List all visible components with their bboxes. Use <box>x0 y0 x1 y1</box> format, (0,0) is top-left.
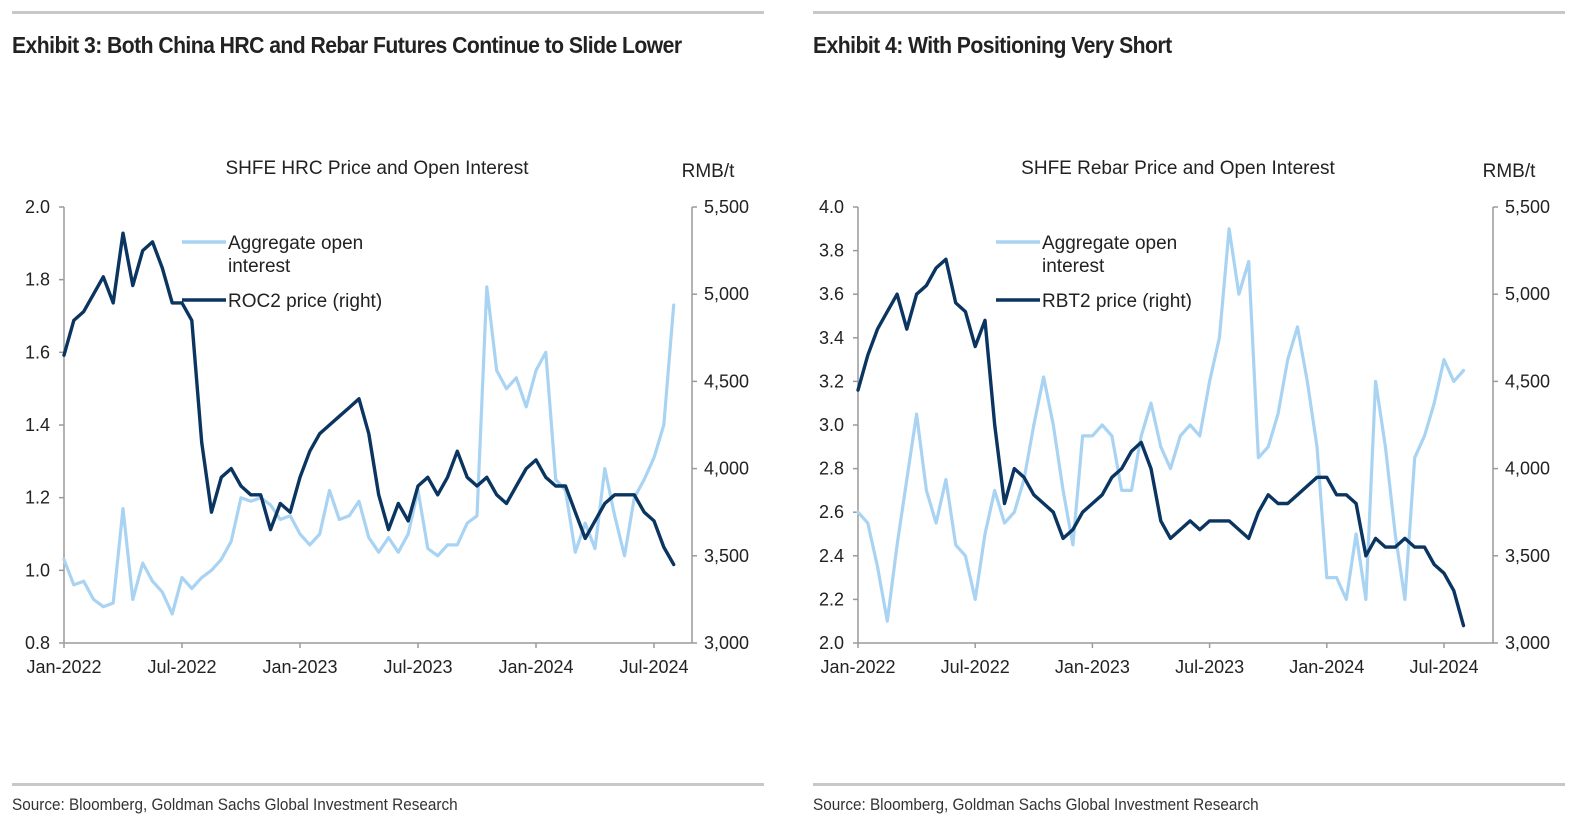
open-interest-line <box>856 227 1466 623</box>
x-tick-label: Jan-2022 <box>820 657 895 677</box>
left-tick-label: 3.6 <box>819 284 844 304</box>
chart-title: SHFE HRC Price and Open Interest <box>225 158 529 179</box>
left-tick-label: 3.4 <box>819 328 844 348</box>
right-tick-label: 3,000 <box>704 633 749 653</box>
right-tick-label: 3,000 <box>1505 633 1550 653</box>
x-tick-label: Jul-2023 <box>1175 657 1244 677</box>
exhibit-3-panel: Exhibit 3: Both China HRC and Rebar Futu… <box>12 0 764 820</box>
legend-label-line1: Aggregate open <box>1042 233 1177 254</box>
left-tick-label: 3.2 <box>819 371 844 391</box>
right-tick-label: 5,000 <box>704 284 749 304</box>
left-tick-label: 1.2 <box>25 488 50 508</box>
legend-label-price: ROC2 price (right) <box>228 291 382 312</box>
x-tick-label: Jan-2023 <box>262 657 337 677</box>
price-line <box>62 231 676 567</box>
chart-title: SHFE Rebar Price and Open Interest <box>1021 158 1335 179</box>
legend-label-open-interest: Aggregate open interest <box>228 233 363 277</box>
left-tick-label: 2.0 <box>819 633 844 653</box>
right-tick-label: 4,000 <box>1505 459 1550 479</box>
hrc-chart: SHFE HRC Price and Open Interest RMB/t 0.8… <box>25 158 749 677</box>
left-tick-label: 3.0 <box>819 415 844 435</box>
bottom-divider <box>12 783 764 786</box>
left-tick-label: 1.6 <box>25 342 50 362</box>
left-tick-label: 3.8 <box>819 241 844 261</box>
left-tick-label: 1.8 <box>25 270 50 290</box>
left-tick-label: 1.4 <box>25 415 50 435</box>
exhibit-title: Exhibit 4: With Positioning Very Short <box>813 32 1172 58</box>
exhibit-title: Exhibit 3: Both China HRC and Rebar Futu… <box>12 32 682 58</box>
right-tick-label: 4,500 <box>1505 371 1550 391</box>
x-tick-label: Jul-2022 <box>147 657 216 677</box>
left-tick-label: 2.4 <box>819 546 844 566</box>
exhibit-4-panel: Exhibit 4: With Positioning Very Short S… <box>813 0 1565 820</box>
left-tick-label: 0.8 <box>25 633 50 653</box>
right-tick-label: 3,500 <box>704 546 749 566</box>
source-note: Source: Bloomberg, Goldman Sachs Global … <box>12 795 458 814</box>
top-divider <box>12 11 764 14</box>
x-tick-label: Jan-2023 <box>1055 657 1130 677</box>
right-axis-unit: RMB/t <box>1483 161 1537 182</box>
x-tick-label: Jul-2023 <box>383 657 452 677</box>
right-tick-label: 4,500 <box>704 371 749 391</box>
legend-label-price: RBT2 price (right) <box>1042 291 1192 312</box>
x-tick-label: Jul-2024 <box>619 657 688 677</box>
legend-label-line1: Aggregate open <box>228 233 363 254</box>
left-tick-label: 1.0 <box>25 560 50 580</box>
x-tick-label: Jan-2024 <box>498 657 573 677</box>
bottom-divider <box>813 783 1565 786</box>
right-tick-label: 3,500 <box>1505 546 1550 566</box>
right-tick-label: 5,500 <box>1505 197 1550 217</box>
rebar-chart: SHFE Rebar Price and Open Interest RMB/t 2… <box>819 158 1550 677</box>
right-tick-label: 5,500 <box>704 197 749 217</box>
top-divider <box>813 11 1565 14</box>
right-axis-unit: RMB/t <box>682 161 736 182</box>
left-tick-label: 2.2 <box>819 589 844 609</box>
source-note: Source: Bloomberg, Goldman Sachs Global … <box>813 795 1259 814</box>
left-tick-label: 2.0 <box>25 197 50 217</box>
x-tick-label: Jul-2022 <box>941 657 1010 677</box>
legend-label-line2: interest <box>1042 256 1105 277</box>
right-tick-label: 5,000 <box>1505 284 1550 304</box>
left-tick-label: 2.6 <box>819 502 844 522</box>
x-tick-label: Jan-2024 <box>1289 657 1364 677</box>
x-tick-label: Jan-2022 <box>26 657 101 677</box>
left-tick-label: 4.0 <box>819 197 844 217</box>
right-tick-label: 4,000 <box>704 459 749 479</box>
open-interest-line <box>62 285 676 616</box>
legend-label-line2: interest <box>228 256 291 277</box>
x-tick-label: Jul-2024 <box>1409 657 1478 677</box>
legend-label-open-interest: Aggregate open interest <box>1042 233 1177 277</box>
left-tick-label: 2.8 <box>819 459 844 479</box>
price-line <box>856 257 1466 628</box>
